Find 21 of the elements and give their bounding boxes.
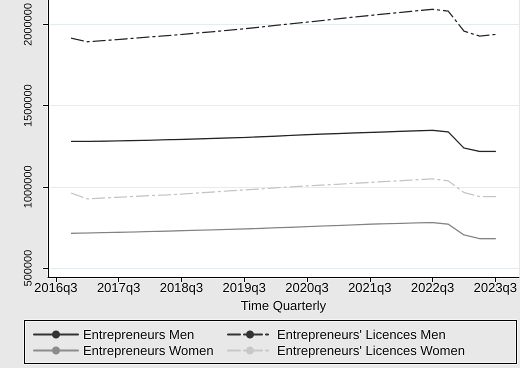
x-tick-label: 2016q3 [34,280,78,295]
y-tick-label: 500000 [22,250,34,286]
legend-label: Entrepreneurs Men [83,327,194,342]
x-tick-label: 2023q3 [474,280,518,295]
line-series [70,222,496,240]
line-series [70,130,496,152]
x-tick-label: 2018q3 [160,280,204,295]
x-tick-label: 2017q3 [96,280,140,295]
line-series [70,8,496,42]
line-series [70,178,496,200]
legend-label: Entrepreneurs' Licences Women [277,343,465,358]
legend-label: Entrepreneurs' Licences Men [277,327,446,342]
x-tick-label: 2022q3 [410,280,454,295]
x-tick-label: 2020q3 [285,280,329,295]
y-tick-label: 1500000 [22,84,34,128]
x-axis-title: Time Quarterly [240,298,327,313]
y-tick-label: 2000000 [22,3,34,46]
y-tick-label: 1000000 [22,165,34,208]
x-tick-label: 2021q3 [348,280,392,295]
x-tick-label: 2019q3 [222,280,266,295]
legend-label: Entrepreneurs Women [83,343,214,358]
